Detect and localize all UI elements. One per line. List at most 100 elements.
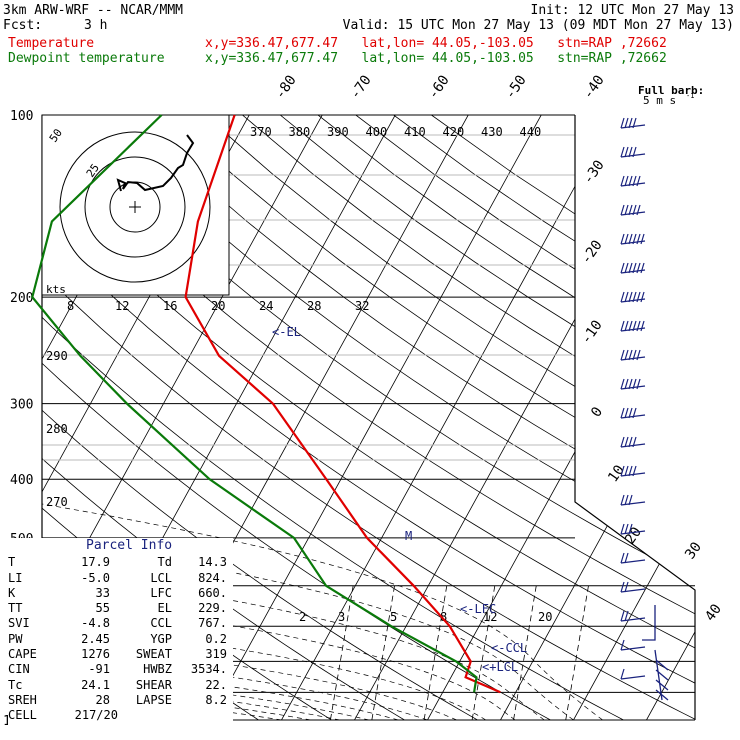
parcel-value: 28 <box>95 692 110 707</box>
wind-barb-flag <box>620 233 625 245</box>
parcel-label: Td <box>157 555 172 570</box>
pressure-tick-label: 100 <box>10 109 33 124</box>
dry-adiabat <box>204 115 695 720</box>
m-marker: M <box>405 529 412 543</box>
dry-adiabat <box>42 115 624 720</box>
dry-adiabat <box>42 115 695 720</box>
parcel-label: EL <box>157 601 172 616</box>
mixing-ratio-label: 2 <box>299 610 306 624</box>
parcel-value: 2.45 <box>81 631 110 646</box>
parcel-label: SWEAT <box>135 647 172 662</box>
wind-barb <box>620 646 646 651</box>
parcel-label: TT <box>8 601 23 616</box>
parcel-value: 33 <box>95 585 110 600</box>
parcel-row: CAPE 1276 SWEAT 319 <box>8 647 233 662</box>
hodograph-speed-label: 24 <box>259 299 273 313</box>
wind-barb-flag <box>632 146 637 158</box>
wind-barb-flag <box>620 436 625 448</box>
low-level-wind-barbs <box>642 605 669 701</box>
theta-label: 440 <box>520 125 542 139</box>
hodograph-speed-label: 8 <box>67 299 74 313</box>
wind-barb-flag <box>632 175 637 187</box>
lfc-marker: <-LFC <box>460 602 496 616</box>
theta-label: 290 <box>46 349 68 363</box>
wind-barb-flag <box>620 610 625 622</box>
wind-barb-flag <box>620 552 625 564</box>
wind-barb-flag <box>620 668 625 680</box>
mixing-ratio-label: 8 <box>440 610 447 624</box>
isotherm-label: -50 <box>502 72 530 102</box>
pressure-tick-label: 300 <box>10 398 33 413</box>
hodograph-trace <box>116 134 195 192</box>
parcel-label: SREH <box>8 692 37 707</box>
mixing-ratio-label: 12 <box>483 610 497 624</box>
parcel-value: 1276 <box>81 647 110 662</box>
parcel-value: 24.1 <box>81 677 110 692</box>
parcel-label: PW <box>8 631 23 646</box>
parcel-row: T 17.9 Td 14.3 <box>8 555 233 570</box>
wind-barb-flag <box>620 204 625 216</box>
forecast-label: Fcst: <box>3 18 43 33</box>
wind-barb-flag <box>632 465 637 477</box>
dry-adiabat <box>42 115 695 720</box>
wind-barb-flag <box>624 175 629 187</box>
parcel-label: CAPE <box>8 647 37 662</box>
wind-barb-flag <box>628 407 633 419</box>
mixing-ratio-line <box>330 585 354 720</box>
isotherm-label: -30 <box>580 157 608 187</box>
hodograph-speed-label: 32 <box>355 299 369 313</box>
wind-barb-flag <box>640 291 645 303</box>
wind-barb-flag <box>628 146 633 158</box>
wind-barb-flag <box>636 320 641 332</box>
parcel-value: 0.2 <box>205 631 227 646</box>
parcel-label: SVI <box>8 616 30 631</box>
wind-barb-flag <box>636 349 641 361</box>
wind-barb-flag <box>624 291 629 303</box>
wind-barb-flag <box>632 233 637 245</box>
dry-adiabat <box>166 115 695 720</box>
wind-barb-flag <box>632 204 637 216</box>
isotherm-label: 30 <box>682 539 705 562</box>
dewpoint-legend: Dewpoint temperature <box>8 51 165 66</box>
dry-adiabat <box>42 115 695 720</box>
isotherm-label: -20 <box>578 237 606 267</box>
isotherm-label: -10 <box>578 317 606 347</box>
wind-barb-flag <box>624 436 629 448</box>
isotherm-label: 40 <box>702 601 725 624</box>
wind-barb-flag <box>620 378 625 390</box>
parcel-value: 55 <box>95 601 110 616</box>
hodograph-units: kts <box>46 283 66 296</box>
parcel-label: CIN <box>8 662 30 677</box>
isotherm-label: -40 <box>580 72 608 102</box>
wind-barb-flag <box>624 378 629 390</box>
wind-barb-flag <box>624 146 629 158</box>
isotherm-label: 10 <box>605 462 628 485</box>
parcel-row: TT 55 EL 229. <box>8 601 233 616</box>
parcel-info-panel: Parcel Info T 17.9 Td 14.3 LI -5.0 LCL 824. K 33 L… <box>8 538 233 728</box>
wind-barb-flag <box>620 175 625 187</box>
wind-barb-flag <box>620 146 625 158</box>
parcel-row: CELL 217/20 <box>8 708 233 723</box>
parcel-value: 8.2 <box>205 692 227 707</box>
wind-barb-flag <box>636 175 641 187</box>
wind-barb-flag <box>640 262 645 274</box>
dry-adiabat <box>128 115 695 720</box>
parcel-row: SVI -4.8 CCL 767. <box>8 616 233 631</box>
wind-barb-flag <box>624 349 629 361</box>
temperature-legend: Temperature <box>8 36 95 51</box>
isotherm-label: -60 <box>425 72 453 102</box>
forecast-hours: 3 h <box>84 18 108 33</box>
mixing-ratio-line <box>513 585 537 720</box>
wind-barb-flag <box>624 407 629 419</box>
parcel-label: YGP <box>150 631 172 646</box>
pressure-tick-label: 400 <box>10 473 33 488</box>
dry-adiabat <box>91 115 695 720</box>
wind-barb-flag <box>620 291 625 303</box>
parcel-value: 824. <box>198 570 227 585</box>
parcel-label: HWBZ <box>143 662 172 677</box>
wind-barb-flag <box>620 494 625 506</box>
theta-label: 380 <box>289 125 311 139</box>
wind-barb-flag <box>628 262 633 274</box>
wind-barb-flag <box>620 117 625 129</box>
wind-barb-flag <box>624 117 629 129</box>
